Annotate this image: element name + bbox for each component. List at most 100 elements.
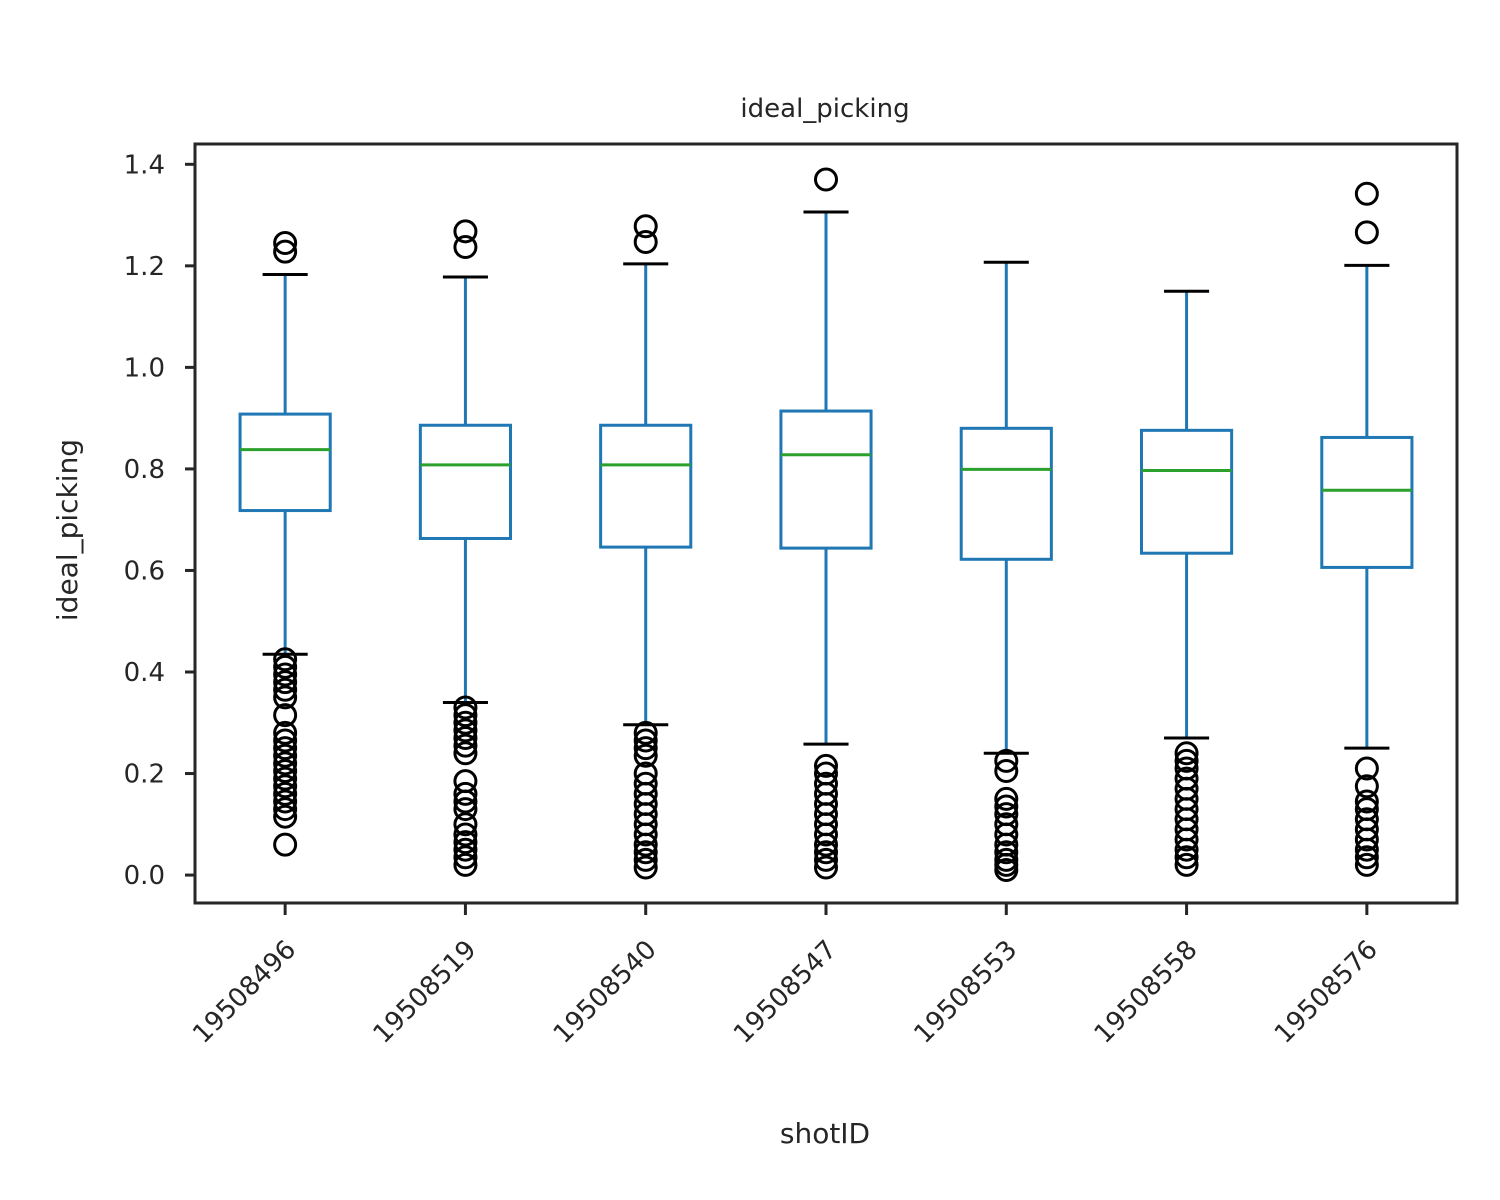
box-iqr bbox=[238, 412, 332, 513]
y-tick-label: 0.6 bbox=[124, 556, 165, 586]
outlier-point bbox=[273, 654, 298, 679]
outlier-point bbox=[273, 662, 298, 687]
outlier-point bbox=[814, 167, 838, 192]
outlier-point bbox=[633, 728, 658, 753]
outlier-point bbox=[633, 736, 658, 761]
outlier-point bbox=[814, 822, 838, 847]
outlier-point bbox=[1174, 852, 1199, 877]
outlier-point bbox=[814, 840, 838, 865]
outlier-point bbox=[453, 710, 478, 735]
outlier-point bbox=[273, 685, 298, 710]
outlier-point bbox=[1354, 845, 1379, 870]
box-iqr bbox=[779, 409, 873, 550]
outlier-point bbox=[994, 852, 1019, 877]
outlier-point bbox=[633, 847, 658, 872]
outlier-point bbox=[453, 726, 478, 750]
outlier-point bbox=[453, 822, 478, 847]
outlier-point bbox=[1174, 845, 1199, 870]
outlier-point bbox=[273, 804, 298, 829]
outlier-point bbox=[633, 229, 658, 254]
outlier-point bbox=[1354, 852, 1379, 877]
outlier-point bbox=[453, 845, 478, 870]
outlier-point bbox=[273, 703, 298, 728]
x-tick-label: 19508558 bbox=[1089, 935, 1204, 1050]
plot-area: 0.0 0.2 0.4 0.6 0.8 1.0 1.2 1.4 19508496 19508519… bbox=[124, 150, 1414, 1050]
x-tick-label: 19508576 bbox=[1269, 935, 1384, 1050]
outlier-point bbox=[453, 830, 478, 855]
outlier-point bbox=[453, 733, 478, 758]
outlier-point bbox=[1174, 827, 1199, 852]
outlier-point bbox=[453, 837, 478, 862]
outlier-point bbox=[994, 759, 1019, 783]
x-tick-label: 19508547 bbox=[728, 935, 843, 1050]
y-axis-label: ideal_picking bbox=[51, 439, 84, 621]
box-iqr bbox=[418, 423, 513, 540]
outlier-point bbox=[633, 720, 658, 745]
outlier-point bbox=[633, 855, 658, 880]
y-tick-label: 0.4 bbox=[124, 658, 165, 688]
outlier-point bbox=[994, 840, 1019, 865]
y-tick-label: 1.0 bbox=[124, 353, 165, 383]
outlier-point bbox=[453, 718, 478, 743]
outlier-point bbox=[273, 751, 298, 776]
outlier-point bbox=[453, 235, 478, 260]
outlier-point bbox=[273, 774, 298, 799]
y-tick-label: 1.4 bbox=[124, 150, 165, 180]
outlier-point bbox=[273, 677, 298, 702]
x-tick-label: 19508496 bbox=[187, 935, 302, 1050]
outlier-point bbox=[1354, 827, 1379, 852]
outlier-point bbox=[453, 703, 478, 728]
outlier-point bbox=[273, 239, 298, 264]
outlier-point bbox=[1174, 741, 1199, 766]
outlier-point bbox=[814, 855, 838, 880]
outlier-point bbox=[994, 748, 1019, 773]
outlier-point bbox=[273, 728, 298, 753]
outlier-point bbox=[633, 214, 658, 239]
outlier-point bbox=[453, 852, 478, 877]
outlier-point bbox=[633, 840, 658, 865]
outlier-point bbox=[814, 832, 838, 857]
outlier-point bbox=[273, 670, 298, 695]
y-tick-label: 0.0 bbox=[124, 861, 165, 891]
x-tick-label: 19508553 bbox=[908, 935, 1023, 1050]
outlier-point bbox=[453, 741, 478, 766]
chart-title: ideal_picking bbox=[740, 94, 909, 124]
outlier-point bbox=[1174, 837, 1199, 862]
outlier-point bbox=[1354, 756, 1379, 781]
outlier-point bbox=[633, 832, 658, 857]
outlier-point bbox=[994, 786, 1019, 811]
outlier-point bbox=[273, 231, 298, 255]
outlier-point bbox=[453, 781, 478, 806]
x-axis-label: shotID bbox=[780, 1117, 870, 1150]
outlier-point bbox=[273, 789, 298, 814]
outlier-point bbox=[273, 743, 298, 768]
x-tick-label: 19508540 bbox=[548, 935, 663, 1050]
outlier-point bbox=[1174, 748, 1199, 773]
axes-frame bbox=[193, 142, 1459, 905]
outlier-point bbox=[453, 797, 478, 822]
outlier-point bbox=[994, 794, 1019, 819]
y-tick-label: 0.8 bbox=[124, 455, 165, 485]
outlier-point bbox=[453, 219, 478, 244]
outlier-point bbox=[814, 847, 838, 872]
outlier-point bbox=[1354, 181, 1379, 206]
y-tick-label: 0.2 bbox=[124, 760, 165, 790]
outlier-point bbox=[994, 822, 1019, 847]
outlier-point bbox=[273, 759, 298, 783]
outlier-point bbox=[273, 766, 298, 791]
box-iqr bbox=[1320, 435, 1414, 569]
outlier-point bbox=[1354, 774, 1379, 799]
outlier-point bbox=[453, 789, 478, 814]
outlier-point bbox=[1354, 220, 1379, 245]
box-iqr bbox=[1140, 428, 1234, 555]
outlier-point bbox=[1354, 837, 1379, 862]
outlier-point bbox=[273, 647, 298, 672]
outlier-point bbox=[633, 822, 658, 847]
outlier-point bbox=[453, 695, 478, 720]
outlier-point bbox=[273, 720, 298, 745]
outlier-point bbox=[273, 781, 298, 806]
outlier-point bbox=[273, 736, 298, 761]
outlier-point bbox=[1354, 789, 1379, 814]
y-tick-label: 1.2 bbox=[124, 252, 165, 282]
outlier-point bbox=[273, 832, 298, 857]
